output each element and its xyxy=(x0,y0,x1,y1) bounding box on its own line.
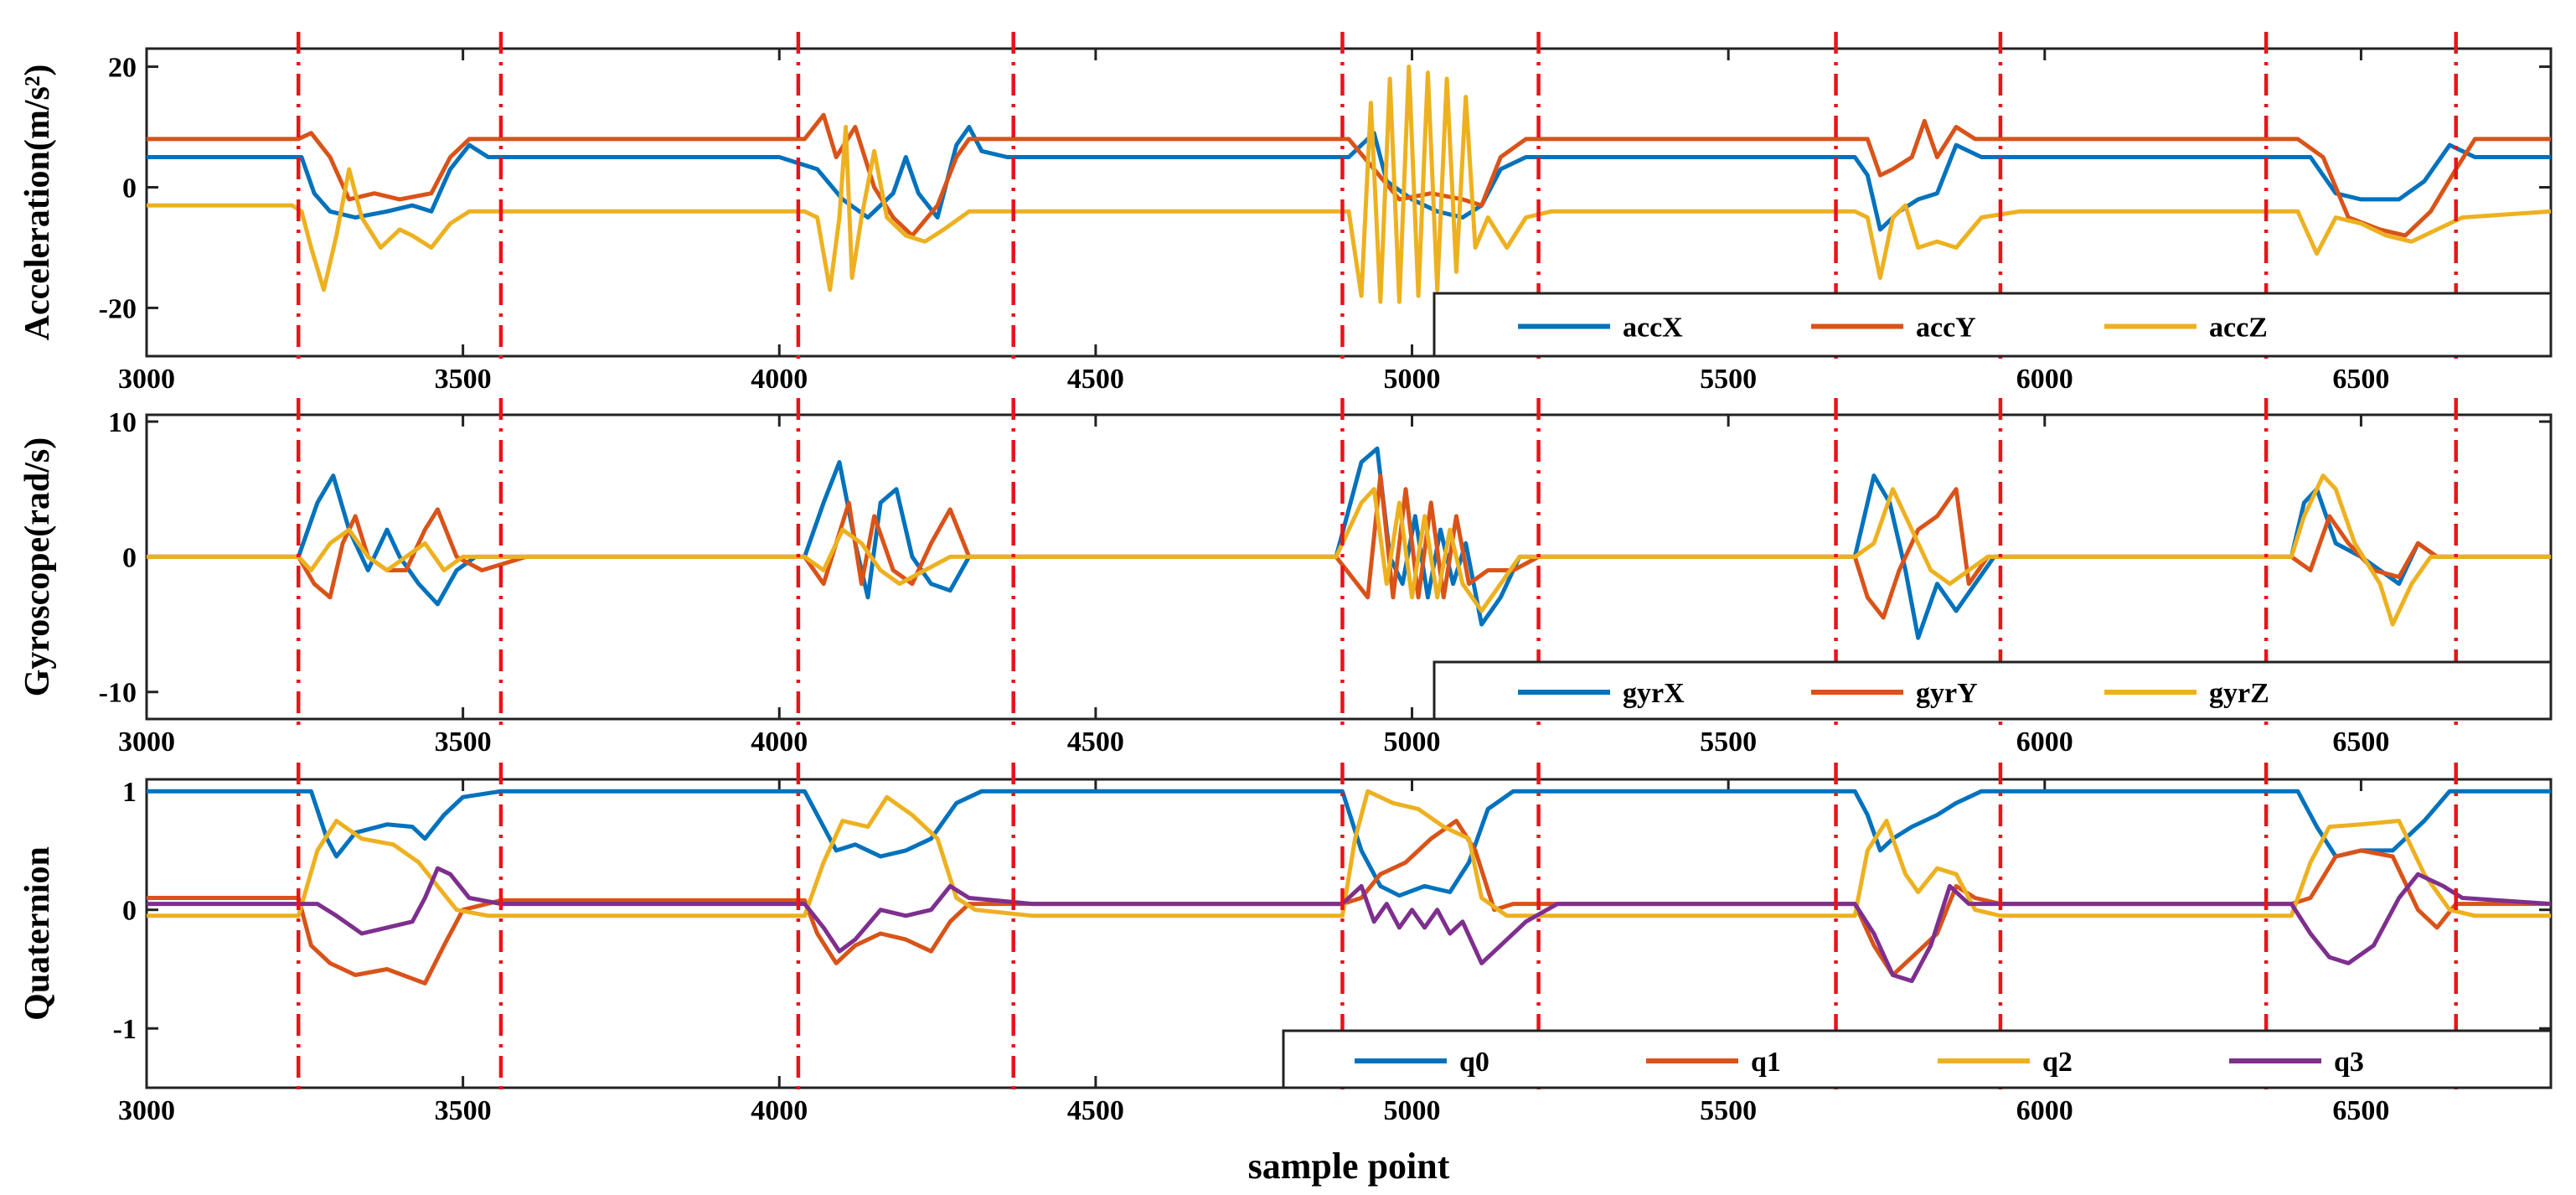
x-tick-label: 3500 xyxy=(435,727,492,758)
x-tick-label: 6500 xyxy=(2332,364,2389,395)
legend-label-accZ: accZ xyxy=(2209,313,2268,344)
series-q2 xyxy=(147,789,2551,918)
legend-label-gyrZ: gyrZ xyxy=(2209,678,2269,709)
x-tick-label: 5500 xyxy=(1700,1095,1757,1126)
x-tick-label: 4500 xyxy=(1067,364,1124,395)
y-axis-label: Gyroscope(rad/s) xyxy=(18,437,57,697)
legend-label-accX: accX xyxy=(1623,313,1683,344)
series-gyrY xyxy=(147,473,2551,620)
panel-1-frame xyxy=(145,47,2553,358)
y-tick-label: 10 xyxy=(108,407,137,438)
x-tick-label: 5000 xyxy=(1384,364,1441,395)
legend-box xyxy=(1433,660,2553,721)
x-tick-label: 5000 xyxy=(1384,1095,1441,1126)
series-q1 xyxy=(147,819,2551,985)
x-tick-label: 5500 xyxy=(1700,727,1757,758)
y-tick-label: 0 xyxy=(122,173,137,204)
legend-box xyxy=(1433,292,2553,358)
legend-label-q2: q2 xyxy=(2042,1047,2073,1078)
x-tick-label: 4000 xyxy=(751,364,808,395)
series-gyrZ xyxy=(147,473,2551,627)
x-tick-label: 6000 xyxy=(2016,364,2073,395)
y-tick-label: 0 xyxy=(122,542,137,573)
x-tick-label: 6500 xyxy=(2332,1095,2389,1126)
series-group xyxy=(147,789,2551,985)
panel-2: 10 0 -10 3000 3500 4000 4500 5000 5500 6000 6500 Gy… xyxy=(18,398,2553,758)
y-tick-label: -10 xyxy=(99,678,137,709)
x-tick-label: 3000 xyxy=(118,364,175,395)
x-tick-label: 3500 xyxy=(435,1095,492,1126)
x-tick-label: 4000 xyxy=(751,727,808,758)
y-tick-label: -1 xyxy=(113,1014,137,1045)
legend-label-gyrY: gyrY xyxy=(1916,678,1978,709)
series-q0 xyxy=(147,789,2551,898)
series-gyrX xyxy=(147,446,2551,640)
x-tick-label: 6000 xyxy=(2016,727,2073,758)
x-tick-label: 4500 xyxy=(1067,727,1124,758)
x-tick-label: 3000 xyxy=(118,1095,175,1126)
y-axis-label: Quaternion xyxy=(18,846,57,1021)
legend-label-gyrX: gyrX xyxy=(1623,678,1685,709)
panel-2-frame xyxy=(145,413,2553,721)
y-axis-label: Acceleration(m/s²) xyxy=(18,65,57,341)
y-tick-label: 1 xyxy=(122,777,137,808)
x-tick-label: 4000 xyxy=(751,1095,808,1126)
legend-label-accY: accY xyxy=(1916,313,1976,344)
y-tick-label: 20 xyxy=(108,53,137,84)
legend-label-q1: q1 xyxy=(1751,1047,1781,1078)
x-axis-label: sample point xyxy=(1248,1146,1450,1187)
x-tick-label: 5500 xyxy=(1700,364,1757,395)
series-q3 xyxy=(147,866,2551,984)
x-tick-label: 4500 xyxy=(1067,1095,1124,1126)
x-tick-label: 6000 xyxy=(2016,1095,2073,1126)
y-tick-label: -20 xyxy=(99,293,137,324)
x-tick-label: 6500 xyxy=(2332,727,2389,758)
legend-box xyxy=(1282,1029,2553,1089)
panel-1: 20 0 -20 3000 3500 4000 4500 5000 5500 6000 6500 Ac… xyxy=(18,32,2553,395)
series-group xyxy=(147,65,2551,304)
series-group xyxy=(147,446,2551,640)
x-tick-label: 3000 xyxy=(118,727,175,758)
panel-3: 1 0 -1 3000 3500 4000 4500 5000 5500 6000 6500 Quat… xyxy=(18,763,2553,1187)
legend-label-q3: q3 xyxy=(2334,1047,2364,1078)
legend-label-q0: q0 xyxy=(1459,1047,1489,1078)
x-tick-label: 5000 xyxy=(1384,727,1441,758)
y-tick-label: 0 xyxy=(122,896,137,927)
series-accZ xyxy=(147,65,2551,304)
x-tick-label: 3500 xyxy=(435,364,492,395)
